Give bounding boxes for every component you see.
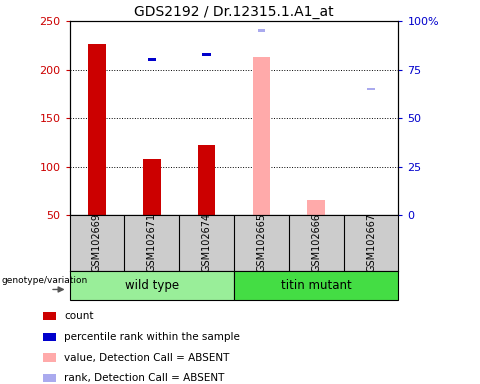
Bar — [258, 29, 265, 32]
Bar — [198, 145, 216, 215]
Text: GSM102671: GSM102671 — [147, 214, 157, 272]
Bar — [234, 271, 398, 300]
Text: percentile rank within the sample: percentile rank within the sample — [64, 332, 240, 342]
Bar — [307, 200, 325, 215]
Bar — [43, 353, 56, 362]
Bar — [43, 374, 56, 382]
Text: count: count — [64, 311, 94, 321]
Text: genotype/variation: genotype/variation — [1, 276, 88, 285]
Text: GSM102674: GSM102674 — [202, 214, 212, 272]
Bar — [143, 159, 161, 215]
Bar — [203, 53, 211, 56]
Text: wild type: wild type — [125, 279, 179, 292]
Text: titin mutant: titin mutant — [281, 279, 351, 292]
Text: value, Detection Call = ABSENT: value, Detection Call = ABSENT — [64, 353, 230, 362]
Title: GDS2192 / Dr.12315.1.A1_at: GDS2192 / Dr.12315.1.A1_at — [134, 5, 334, 19]
Bar — [252, 57, 270, 215]
Text: GSM102667: GSM102667 — [366, 214, 376, 272]
Bar — [88, 45, 106, 215]
Text: rank, Detection Call = ABSENT: rank, Detection Call = ABSENT — [64, 373, 225, 383]
Bar — [70, 271, 234, 300]
Bar — [43, 333, 56, 341]
Bar — [147, 58, 156, 61]
Text: GSM102666: GSM102666 — [311, 214, 321, 272]
Bar — [43, 312, 56, 320]
Text: GSM102665: GSM102665 — [256, 214, 266, 272]
Text: GSM102669: GSM102669 — [92, 214, 102, 272]
Bar — [367, 88, 375, 91]
